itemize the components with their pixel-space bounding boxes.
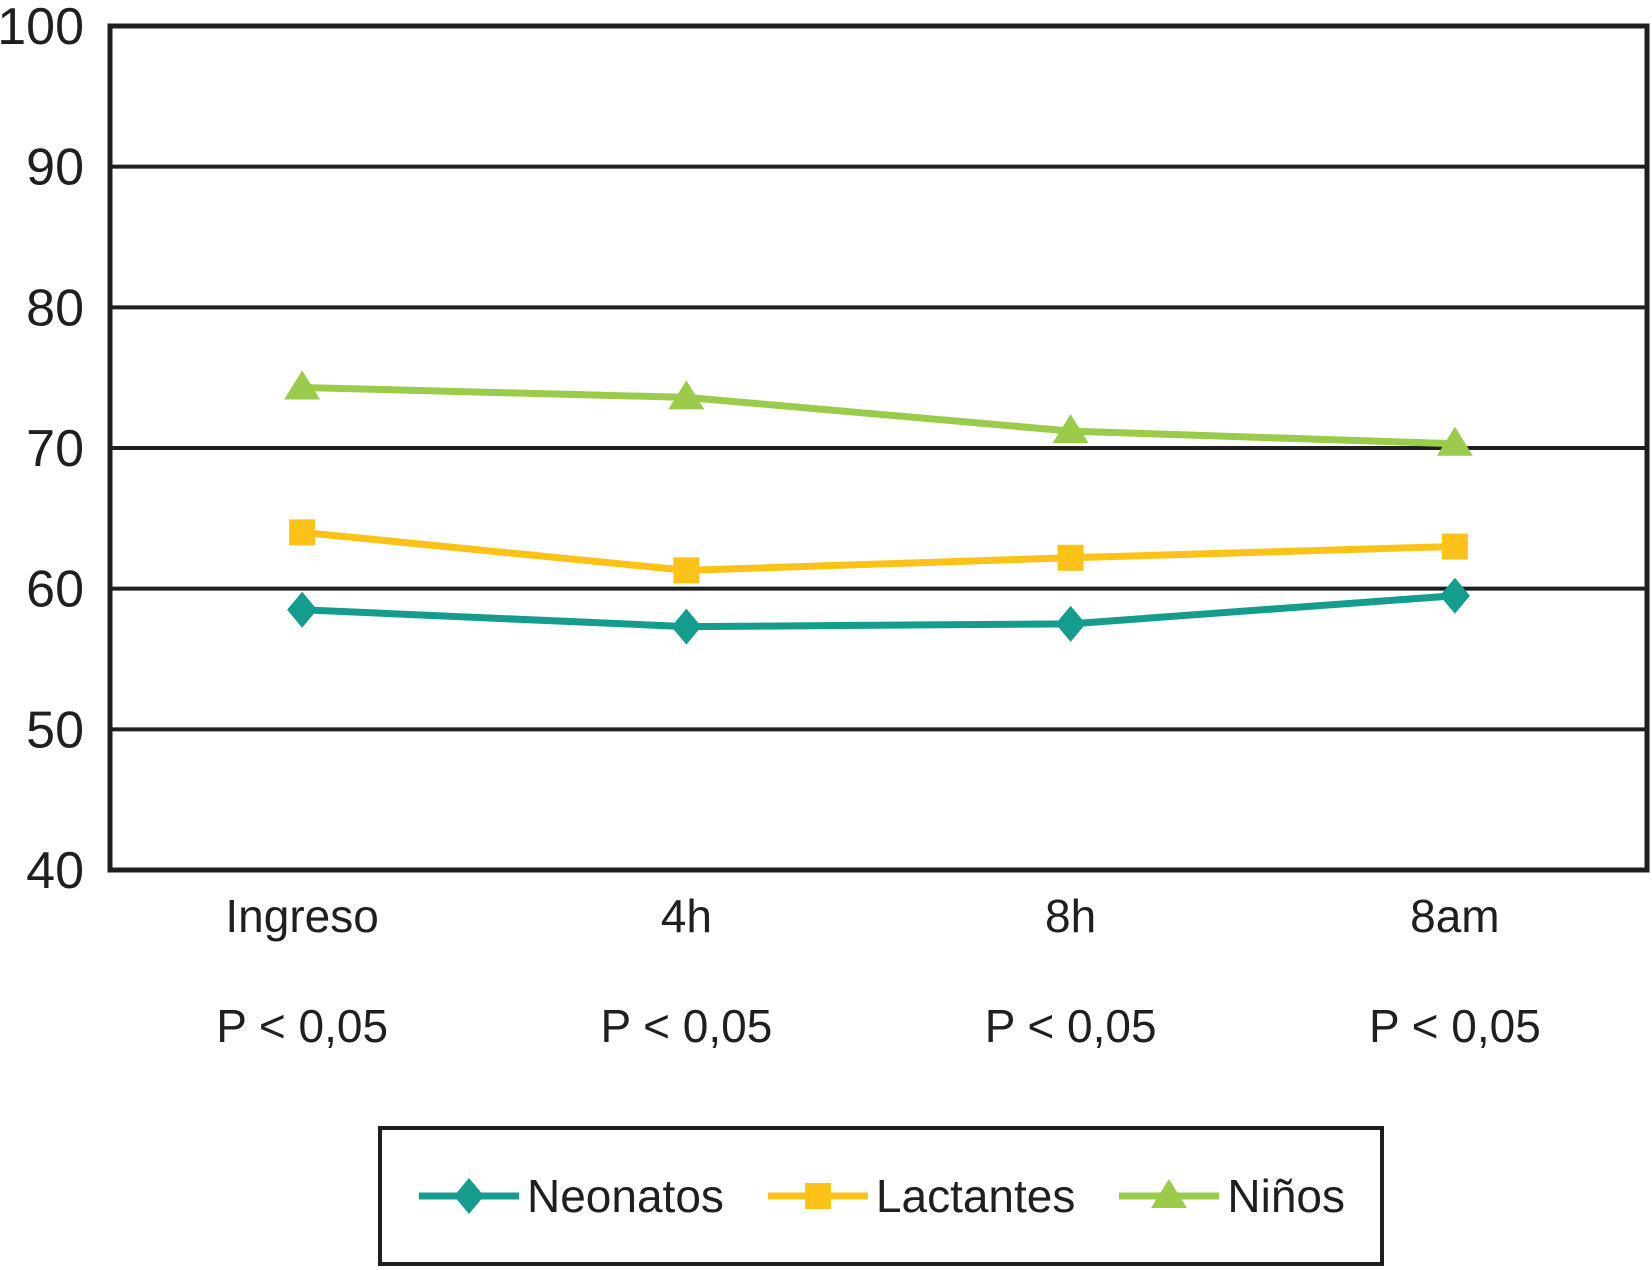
x-tick-label: 8h	[1045, 890, 1096, 942]
marker-diamond-neonatos-0	[287, 591, 318, 628]
p-value-label: P < 0,05	[216, 1000, 388, 1052]
legend-label: Lactantes	[875, 1170, 1076, 1222]
y-tick-label: 40	[26, 842, 84, 900]
marker-diamond-neonatos-2	[1055, 605, 1086, 642]
x-tick-label: 8am	[1410, 890, 1499, 942]
marker-square-lactantes-3	[1441, 533, 1468, 560]
plot-border	[107, 23, 1650, 873]
y-tick-label: 50	[26, 701, 84, 759]
legend-marker-diamond	[453, 1178, 484, 1214]
y-tick-label: 100	[0, 0, 84, 56]
y-tick-label: 60	[26, 561, 84, 619]
series-line-lactantes	[301, 528, 1455, 574]
series-line-neonatos	[301, 592, 1456, 631]
series-line-ninos	[302, 384, 1455, 448]
x-tick-label: Ingreso	[225, 890, 378, 942]
legend-diamond-icon	[418, 1178, 519, 1214]
marker-square-lactantes-0	[289, 519, 316, 546]
marker-square-lactantes-1	[673, 557, 700, 584]
legend-item-lactantes: Lactantes	[766, 1173, 1075, 1219]
marker-diamond-neonatos-3	[1439, 577, 1470, 614]
marker-triangle-ninos-1	[668, 380, 705, 410]
legend: Neonatos Lactantes Niños	[378, 1126, 1384, 1266]
marker-square-lactantes-2	[1057, 544, 1084, 571]
p-value-label: P < 0,05	[600, 1000, 772, 1052]
legend-triangle-icon	[1119, 1179, 1220, 1208]
legend-marker-triangle	[1151, 1179, 1188, 1208]
p-value-label: P < 0,05	[985, 1000, 1157, 1052]
marker-diamond-neonatos-1	[671, 608, 702, 645]
legend-item-neonatos: Neonatos	[417, 1173, 724, 1219]
legend-item-ninos: Niños	[1117, 1173, 1345, 1219]
legend-marker-square	[804, 1183, 831, 1209]
x-tick-label: 4h	[661, 890, 712, 942]
legend-label: Niños	[1227, 1170, 1345, 1222]
y-tick-label: 80	[26, 279, 84, 337]
y-tick-label: 90	[26, 139, 84, 197]
marker-triangle-ninos-0	[284, 370, 321, 400]
y-tick-label: 70	[26, 420, 84, 478]
marker-triangle-ninos-2	[1052, 414, 1089, 444]
marker-triangle-ninos-3	[1436, 426, 1473, 456]
legend-label: Neonatos	[526, 1170, 724, 1222]
legend-square-icon	[767, 1183, 868, 1209]
p-value-label: P < 0,05	[1369, 1000, 1541, 1052]
